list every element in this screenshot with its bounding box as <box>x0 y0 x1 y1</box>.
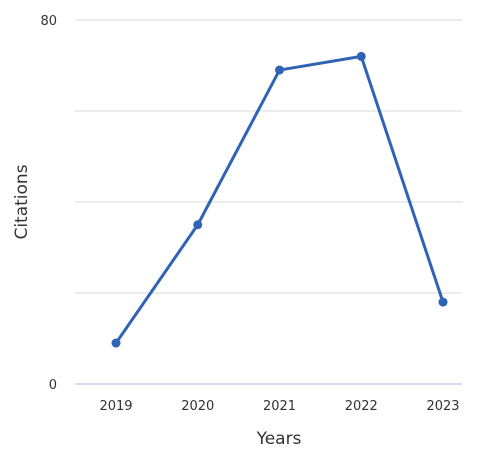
data-point <box>193 220 203 230</box>
x-tick-label: 2021 <box>263 399 296 414</box>
data-point <box>111 338 121 348</box>
data-points <box>111 51 448 348</box>
data-point <box>275 65 284 75</box>
x-tick-label: 2022 <box>345 399 378 414</box>
data-point <box>438 297 448 307</box>
x-tick-labels: 2019 2020 2021 2022 2023 <box>99 399 459 414</box>
x-tick-label: 2019 <box>99 399 132 414</box>
y-tick-labels: 0 80 <box>40 14 57 393</box>
x-tick-label: 2023 <box>426 399 459 414</box>
x-axis-title: Years <box>256 429 302 449</box>
gridlines <box>75 19 462 294</box>
data-point <box>356 51 366 61</box>
y-tick-label: 0 <box>49 378 57 393</box>
y-tick-label: 80 <box>40 14 57 29</box>
y-axis-title: Citations <box>12 164 32 239</box>
series-line <box>114 54 445 345</box>
x-tick-label: 2020 <box>181 399 214 414</box>
